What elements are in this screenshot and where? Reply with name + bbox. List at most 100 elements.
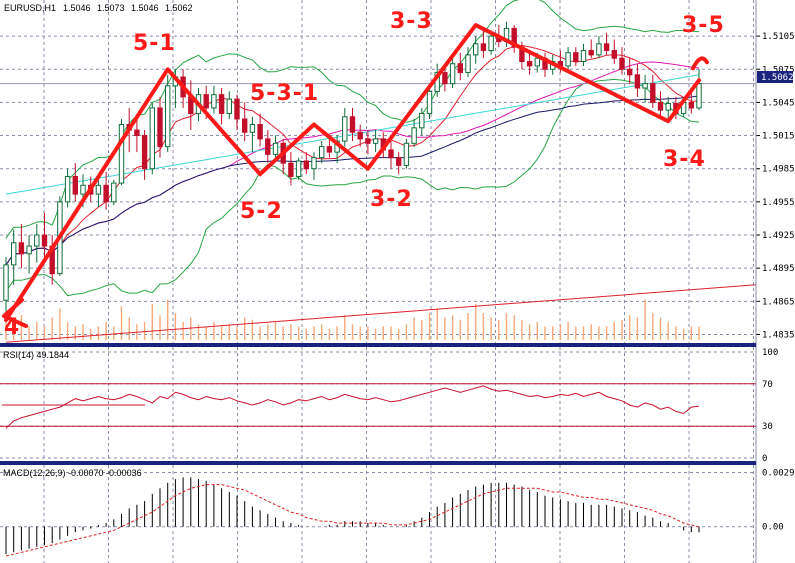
wave-label: 5-1 — [133, 31, 176, 56]
candle-body — [403, 142, 410, 166]
ma-slow-line — [5, 95, 700, 266]
panel-divider — [0, 343, 756, 347]
candle-body — [203, 94, 209, 109]
candle-body — [118, 124, 125, 184]
candle-body — [627, 68, 633, 76]
candle-body — [619, 57, 625, 70]
ohlc-low: 1.5046 — [131, 3, 159, 13]
candle-body — [272, 142, 279, 155]
candle-body — [596, 43, 602, 56]
candle-body — [642, 83, 648, 89]
candle-body — [426, 90, 433, 114]
panel-divider — [0, 461, 756, 465]
wave-label: 4 — [4, 315, 20, 340]
candle-body — [457, 63, 464, 74]
candle-body — [657, 101, 664, 111]
candle-body — [650, 83, 656, 103]
ohlc-close: 1.5062 — [165, 3, 193, 13]
candle-body — [573, 52, 579, 63]
rsi-tick-label: 30 — [762, 422, 773, 432]
price-tick-label: 1.5015 — [762, 132, 795, 142]
candle-body — [349, 116, 356, 133]
rsi-label: RSI(14) 49.1844 — [3, 350, 69, 360]
ohlc-high: 1.5073 — [97, 3, 125, 13]
candle-body — [41, 234, 48, 247]
price-tick-label: 1.5045 — [762, 98, 795, 108]
candle-body — [696, 83, 702, 109]
candle-body — [64, 175, 71, 203]
rsi-tick-label: 0 — [762, 454, 767, 464]
candle-body — [611, 49, 617, 59]
candle-body — [603, 43, 610, 51]
candle-body — [311, 157, 317, 170]
wave-label: 3-3 — [390, 9, 433, 34]
wave-label: 3-5 — [682, 13, 725, 38]
candle-body — [511, 27, 517, 48]
macd-label: MACD(12,26,9) -0.00070 -0.00036 — [3, 468, 142, 478]
candle-body — [149, 107, 156, 170]
price-tick-label: 1.4985 — [762, 165, 795, 175]
candle-body — [465, 54, 471, 74]
rsi-panel — [0, 383, 756, 429]
wave-label: 3-2 — [370, 187, 413, 212]
candle-body — [688, 101, 694, 109]
volume-bars — [5, 299, 700, 340]
candle-body — [141, 135, 148, 170]
symbol-label: EURUSD,H1 — [4, 3, 56, 13]
candle-body — [342, 116, 348, 142]
candle-body — [372, 138, 379, 144]
price-tick-label: 1.4865 — [762, 297, 795, 307]
price-tick-label: 1.4895 — [762, 264, 795, 274]
candle-body — [295, 160, 302, 177]
candle-body — [565, 52, 571, 67]
candle-body — [249, 124, 256, 133]
price-tick-label: 1.5075 — [762, 65, 795, 75]
candle-body — [449, 63, 456, 85]
rsi-tick-label: 70 — [762, 380, 773, 390]
macd-panel — [5, 477, 700, 557]
wave-label: 3-4 — [663, 147, 706, 172]
candle-body — [480, 43, 487, 51]
candle-body — [588, 49, 594, 56]
candle-body — [18, 242, 25, 255]
candle-body — [257, 124, 263, 140]
candle-body — [157, 107, 163, 148]
candle-body — [396, 157, 402, 166]
candle-body — [365, 138, 371, 144]
candle-body — [211, 94, 217, 109]
macd-signal-line — [5, 484, 700, 557]
wave-label: 5-2 — [240, 199, 283, 224]
current-price-tag — [757, 71, 793, 83]
rsi-tick-label: 100 — [762, 348, 778, 358]
macd-tick-label: 0.00296 — [762, 469, 795, 479]
price-tick-label: 1.4925 — [762, 231, 795, 241]
candle-body — [165, 85, 171, 148]
price-tick-label: 1.4955 — [762, 198, 795, 208]
macd-tick-label: 0.00 — [762, 523, 784, 533]
candles — [3, 21, 702, 321]
candle-body — [319, 146, 325, 159]
candle-body — [411, 127, 417, 144]
candle-body — [634, 74, 641, 89]
candle-body — [442, 72, 448, 85]
candle-body — [218, 94, 225, 114]
candle-body — [3, 264, 9, 301]
candle-body — [80, 184, 86, 195]
wave-arrow — [2, 298, 28, 328]
candle-body — [326, 146, 333, 153]
candle-body — [419, 112, 425, 129]
candle-body — [303, 160, 310, 170]
candle-body — [95, 184, 102, 195]
candle-body — [26, 245, 32, 255]
candle-body — [534, 57, 540, 67]
wave-path — [4, 23, 701, 323]
candle-body — [526, 61, 533, 67]
candle-body — [226, 98, 233, 114]
candle-body — [242, 118, 248, 133]
wave-annotations — [2, 23, 709, 328]
candle-body — [134, 129, 140, 137]
candle-body — [103, 184, 109, 203]
axes: 1.5105 1.5075 1.5045 1.5015 1.4985 1.4955 1.49… — [756, 32, 795, 533]
